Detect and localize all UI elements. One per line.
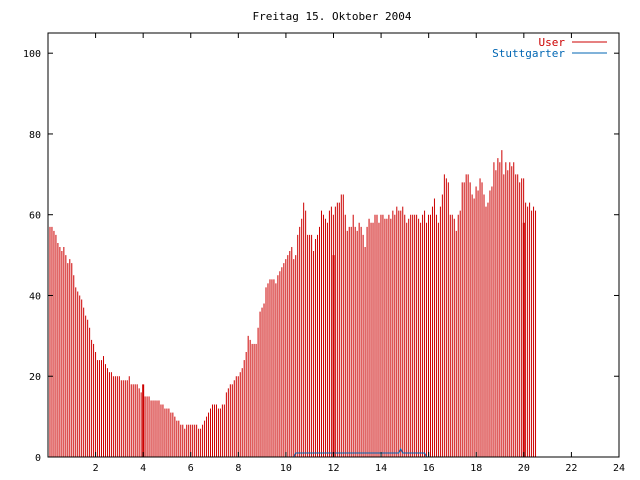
y-tick-label: 40 bbox=[29, 291, 41, 302]
x-tick-label: 4 bbox=[140, 463, 146, 474]
x-tick-label: 12 bbox=[327, 463, 339, 474]
chart-title: Freitag 15. Oktober 2004 bbox=[253, 10, 412, 23]
x-axis: 2 4 6 8 10 12 14 16 18 20 22 24 bbox=[93, 33, 625, 474]
y-axis: 0 20 40 60 80 100 bbox=[23, 49, 619, 464]
y-tick-label: 100 bbox=[23, 49, 41, 60]
x-tick-label: 8 bbox=[235, 463, 241, 474]
y-tick-label: 20 bbox=[29, 372, 41, 383]
y-tick-label: 0 bbox=[35, 453, 41, 464]
user-series bbox=[47, 150, 537, 457]
x-tick-label: 22 bbox=[565, 463, 577, 474]
x-tick-label: 2 bbox=[93, 463, 99, 474]
y-tick-label: 60 bbox=[29, 211, 41, 222]
x-tick-label: 14 bbox=[375, 463, 387, 474]
legend: User Stuttgarter bbox=[492, 36, 607, 60]
x-tick-label: 16 bbox=[423, 463, 435, 474]
y-tick-label: 80 bbox=[29, 130, 41, 141]
x-tick-label: 6 bbox=[188, 463, 194, 474]
legend-stuttgarter-label: Stuttgarter bbox=[492, 47, 565, 60]
x-tick-label: 18 bbox=[470, 463, 482, 474]
highlight-lines bbox=[142, 222, 525, 457]
x-tick-label: 20 bbox=[518, 463, 530, 474]
x-tick-label: 10 bbox=[280, 463, 292, 474]
x-tick-label: 24 bbox=[613, 463, 625, 474]
legend-user-label: User bbox=[539, 36, 566, 49]
